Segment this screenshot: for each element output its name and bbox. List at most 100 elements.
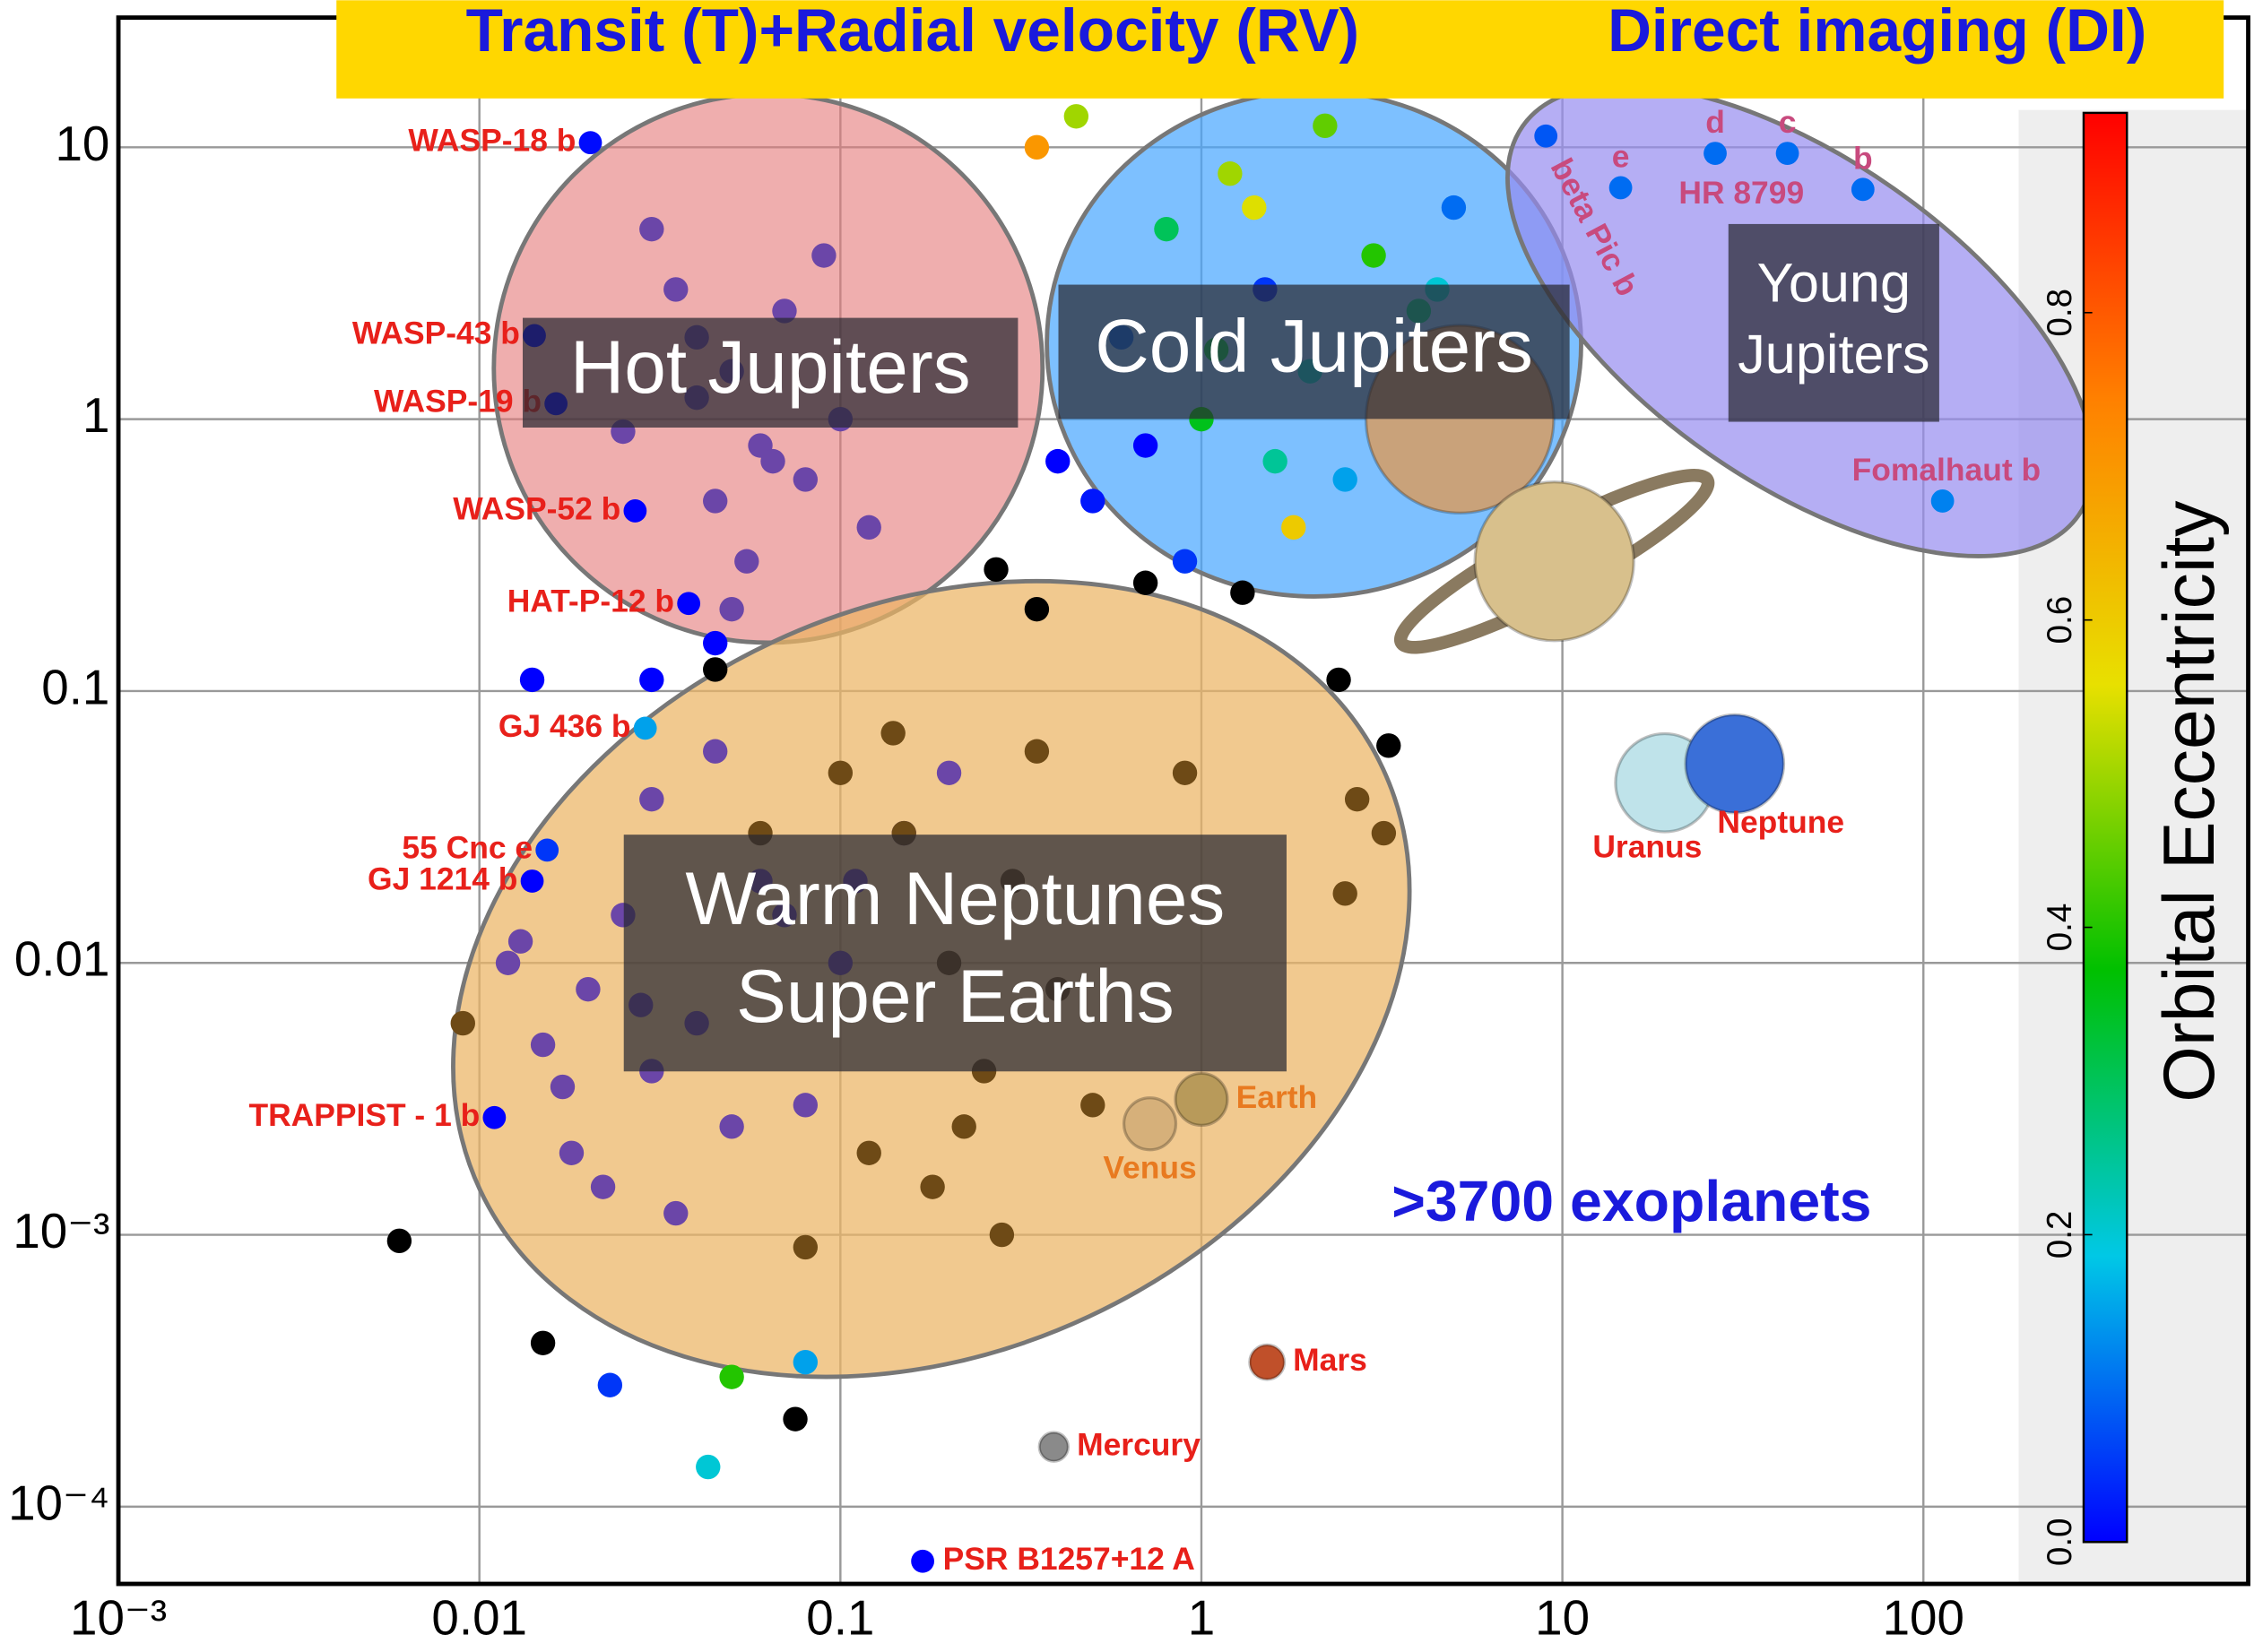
exoplanet-point xyxy=(507,929,533,954)
y-tick-label: 10 xyxy=(55,116,109,171)
region-label: Super Earths xyxy=(736,954,1175,1038)
planet-label: Earth xyxy=(1236,1079,1318,1115)
exoplanet-point xyxy=(703,489,728,514)
exoplanet-point xyxy=(559,1140,585,1165)
exoplanet-point xyxy=(1132,570,1158,595)
named-exoplanet xyxy=(1930,489,1955,513)
colorbar-tick-label: 0.8 xyxy=(2041,289,2079,337)
exoplanet-point xyxy=(793,1093,819,1118)
exoplanet-point xyxy=(793,467,819,492)
exoplanet-point xyxy=(639,667,664,693)
region-label: Young xyxy=(1757,253,1911,314)
exoplanet-point xyxy=(719,1114,744,1139)
exoplanet-point xyxy=(1361,243,1386,268)
exoplanet-label: WASP-52 b xyxy=(453,490,620,526)
exoplanet-label: 55 Cnc e xyxy=(402,830,533,866)
exoplanet-label: TRAPPIST - 1 b xyxy=(248,1097,480,1133)
region-label: Hot Jupiters xyxy=(570,324,971,409)
colorbar-tick-label: 0.4 xyxy=(2041,904,2079,952)
colorbar-title: Orbital Eccentricity xyxy=(2149,500,2230,1103)
exoplanet-point xyxy=(856,1140,881,1165)
x-tick-label: 1 xyxy=(1188,1589,1215,1645)
exoplanet-point xyxy=(550,1074,576,1100)
header-text: Direct imaging (DI) xyxy=(1608,0,2146,65)
exoplanet-label: Fomalhaut b xyxy=(1852,452,2042,488)
x-tick-label: 10⁻³ xyxy=(70,1589,167,1645)
exoplanet-point xyxy=(696,1454,721,1480)
named-exoplanet xyxy=(1534,124,1558,148)
y-tick-label: 10⁻⁴ xyxy=(8,1475,109,1530)
exoplanet-point xyxy=(734,549,759,574)
exoplanet-label: PSR B1257+12 A xyxy=(943,1541,1195,1577)
exoplanet-point xyxy=(703,739,728,764)
exoplanet-point xyxy=(1441,195,1467,221)
exoplanet-point xyxy=(576,976,601,1002)
exoplanet-point xyxy=(1132,433,1158,458)
exoplanet-point xyxy=(1080,1093,1105,1118)
exoplanet-point xyxy=(719,1364,744,1389)
solar-system-planet xyxy=(1473,480,1635,643)
planet-label: Uranus xyxy=(1592,829,1702,865)
solar-system-planet xyxy=(1248,1343,1287,1381)
region-label-box xyxy=(1058,284,1570,419)
exoplanet-label: WASP-19 b xyxy=(374,384,542,419)
exoplanet-point xyxy=(1172,549,1198,574)
exoplanet-point xyxy=(1024,596,1050,622)
planet-label: Mercury xyxy=(1077,1426,1201,1462)
named-exoplanet xyxy=(520,869,544,893)
named-exoplanet xyxy=(1851,177,1875,202)
named-exoplanet xyxy=(911,1549,934,1573)
y-tick-label: 10⁻³ xyxy=(13,1203,109,1258)
exoplanet-label: c xyxy=(1779,104,1797,140)
exoplanet-point xyxy=(519,667,545,693)
colorbar-tick-label: 0.0 xyxy=(2041,1518,2079,1566)
solar-system-planet xyxy=(1174,1071,1229,1128)
system-label: HR 8799 xyxy=(1678,175,1804,211)
exoplanet-label: e xyxy=(1612,139,1630,175)
exoplanet-point xyxy=(793,1349,819,1375)
x-tick-label: 0.01 xyxy=(431,1589,527,1645)
exoplanet-point xyxy=(639,216,664,242)
exoplanet-label: WASP-43 b xyxy=(352,316,520,351)
y-tick-label: 1 xyxy=(82,387,109,443)
named-exoplanet xyxy=(623,499,647,523)
exoplanet-point xyxy=(880,721,906,746)
planet-label: Neptune xyxy=(1717,804,1844,840)
exoplanet-point xyxy=(530,1032,556,1058)
exoplanet-label: d xyxy=(1705,104,1725,140)
exoplanet-point xyxy=(951,1114,976,1139)
exoplanet-point xyxy=(1376,733,1401,758)
solar-system-planet xyxy=(1122,1096,1178,1152)
named-exoplanet xyxy=(1608,176,1633,200)
exoplanet-point xyxy=(663,1200,689,1226)
exoplanet-point xyxy=(1230,580,1255,605)
exoplanet-point xyxy=(1080,489,1105,514)
x-tick-label: 10 xyxy=(1535,1589,1590,1645)
exoplanet-point xyxy=(1332,881,1357,906)
exoplanet-point xyxy=(1332,467,1357,492)
exoplanet-point xyxy=(856,515,881,541)
exoplanet-point xyxy=(597,1372,623,1397)
exoplanet-point xyxy=(1344,786,1370,812)
exoplanet-point xyxy=(1172,760,1198,785)
exoplanet-point xyxy=(1262,448,1287,474)
exoplanet-point xyxy=(783,1406,808,1431)
exoplanet-point xyxy=(1154,216,1179,242)
exoplanet-point xyxy=(1024,134,1050,160)
named-exoplanet xyxy=(633,716,657,740)
exoplanet-point xyxy=(663,277,689,302)
exoplanet-point xyxy=(1371,820,1397,846)
region-label: Jupiters xyxy=(1738,324,1929,385)
exoplanet-point xyxy=(590,1174,616,1199)
exoplanet-label: b xyxy=(1853,140,1873,176)
exoplanet-point xyxy=(450,1010,475,1036)
exoplanet-point xyxy=(793,1234,819,1260)
solar-system-planet xyxy=(1684,713,1786,815)
exoplanet-point xyxy=(703,630,728,656)
named-exoplanet xyxy=(482,1105,507,1129)
region-label-box xyxy=(623,835,1287,1072)
exoplanet-point xyxy=(1326,667,1351,693)
exoplanet-point xyxy=(1218,161,1243,186)
planet-label: Mars xyxy=(1293,1342,1367,1378)
